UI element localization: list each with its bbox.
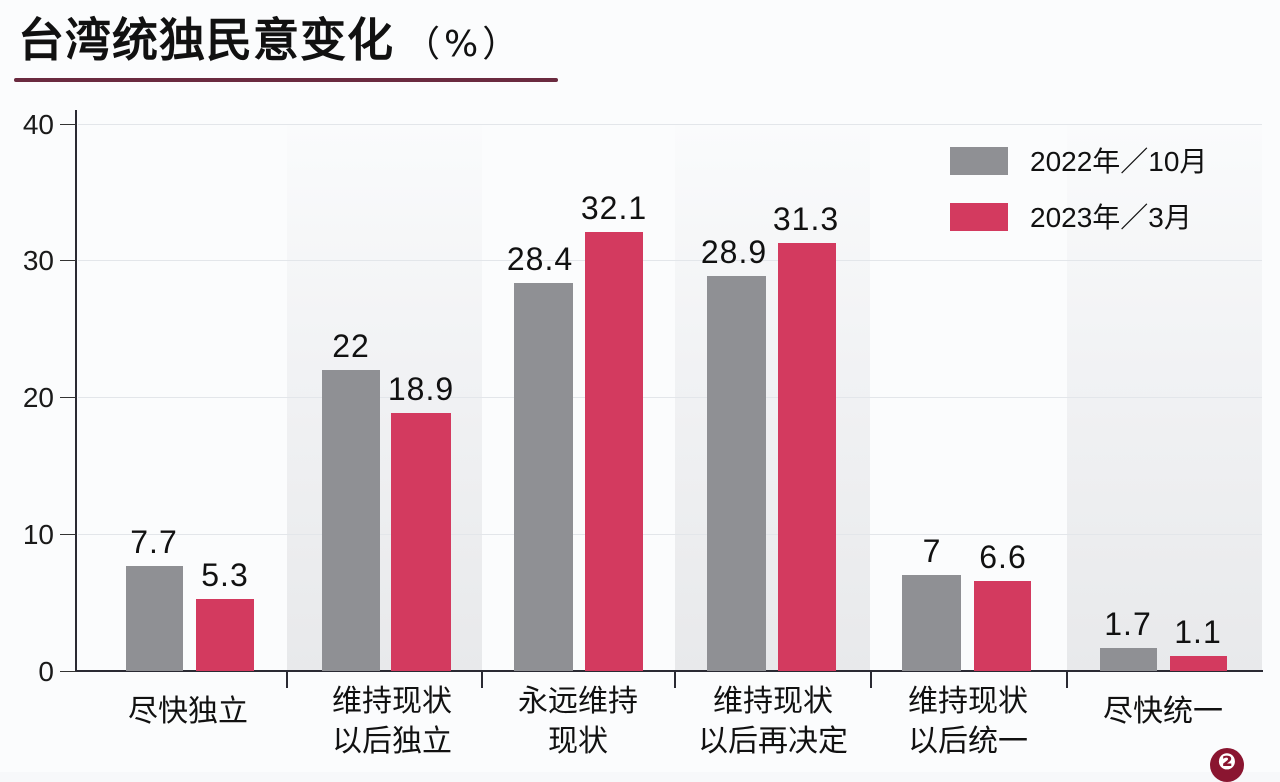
bar-2022-group-1 (126, 566, 183, 671)
value-label-2023-group-4: 31.3 (772, 201, 840, 237)
gridline-40 (78, 124, 1262, 125)
x-axis (75, 670, 1263, 672)
value-label-2022-group-5: 7 (922, 533, 942, 569)
y-tick (60, 671, 76, 672)
category-label-5: 维持现状 以后统一 (908, 684, 1028, 759)
value-label-2022-group-2: 22 (332, 328, 370, 364)
y-tick (60, 260, 76, 261)
legend-swatch-2023 (950, 203, 1008, 231)
chart-title-unit: （%） (404, 24, 523, 65)
chart-title-text: 台湾统独民意变化 (18, 13, 394, 67)
bar-2022-group-5 (902, 575, 961, 671)
x-tick (674, 672, 676, 688)
bar-2022-group-6 (1100, 648, 1157, 671)
value-label-2023-group-6: 1.1 (1174, 614, 1222, 650)
chart-title: 台湾统独民意变化 （%） (18, 8, 522, 72)
legend-item-2023: 2023年／3月 (950, 201, 1270, 235)
x-tick (1066, 672, 1068, 688)
bar-2023-group-6 (1170, 656, 1227, 671)
y-axis (75, 110, 77, 672)
category-label-3: 永远维持 现状 (518, 684, 638, 759)
y-tick-label: 20 (22, 382, 54, 413)
gridline-10 (78, 534, 1262, 535)
value-label-2023-group-5: 6.6 (979, 539, 1027, 575)
value-label-2023-group-2: 18.9 (387, 371, 455, 407)
y-tick (60, 534, 76, 535)
value-label-2022-group-4: 28.9 (700, 234, 768, 270)
legend-label-2022: 2022年／10月 (1030, 146, 1208, 177)
x-tick (870, 672, 872, 688)
bar-2022-group-4 (707, 276, 766, 671)
value-label-2022-group-6: 1.7 (1104, 606, 1152, 642)
category-label-6: 尽快统一 (1103, 694, 1223, 729)
bar-2023-group-5 (974, 581, 1031, 671)
x-tick (481, 672, 483, 688)
category-label-2: 维持现状 以后独立 (332, 684, 452, 759)
x-tick (286, 672, 288, 688)
y-tick (60, 397, 76, 398)
category-label-1: 尽快独立 (128, 694, 248, 729)
category-label-4: 维持现状 以后再决定 (698, 684, 848, 759)
gridline-30 (78, 260, 1262, 261)
bar-2023-group-4 (778, 243, 836, 671)
bar-2022-group-3 (514, 283, 573, 671)
legend-item-2022: 2022年／10月 (950, 145, 1270, 179)
bar-2023-group-2 (391, 413, 451, 671)
legend-label-2023: 2023年／3月 (1030, 202, 1192, 233)
value-label-2022-group-3: 28.4 (506, 241, 574, 277)
bar-2023-group-3 (585, 232, 643, 671)
bar-2023-group-1 (196, 599, 254, 671)
gridline-20 (78, 397, 1262, 398)
y-tick-label: 10 (22, 519, 54, 550)
y-tick-label: 30 (22, 245, 54, 276)
y-tick-label: 0 (38, 656, 54, 687)
value-label-2022-group-1: 7.7 (130, 524, 178, 560)
bar-2022-group-2 (322, 370, 380, 671)
legend-swatch-2022 (950, 147, 1008, 175)
y-tick (60, 124, 76, 125)
y-tick-label: 40 (22, 109, 54, 140)
title-underline (14, 78, 558, 82)
publisher-logo-icon: ❷ (1210, 748, 1244, 782)
value-label-2023-group-1: 5.3 (201, 557, 249, 593)
value-label-2023-group-3: 32.1 (580, 190, 648, 226)
